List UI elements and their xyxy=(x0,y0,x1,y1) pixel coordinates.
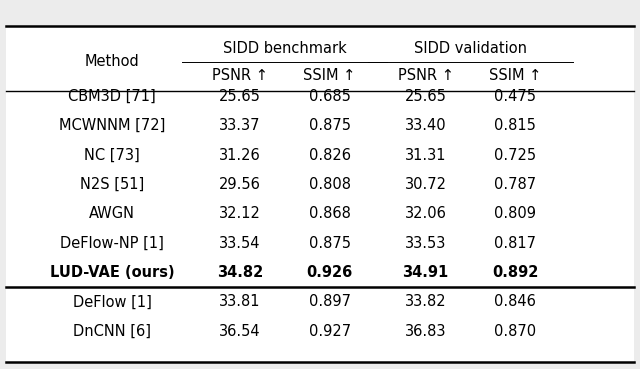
Text: 25.65: 25.65 xyxy=(219,89,261,104)
Text: Method: Method xyxy=(84,54,140,69)
Text: SIDD benchmark: SIDD benchmark xyxy=(223,41,347,56)
Text: 0.826: 0.826 xyxy=(308,148,351,163)
Text: 32.12: 32.12 xyxy=(219,206,261,221)
Text: SSIM ↑: SSIM ↑ xyxy=(489,68,541,83)
Text: LUD-VAE (ours): LUD-VAE (ours) xyxy=(50,265,174,280)
Text: 34.91: 34.91 xyxy=(403,265,449,280)
Text: 34.82: 34.82 xyxy=(217,265,263,280)
Text: SSIM ↑: SSIM ↑ xyxy=(303,68,356,83)
Text: 0.809: 0.809 xyxy=(494,206,536,221)
Text: N2S [51]: N2S [51] xyxy=(80,177,144,192)
Text: 36.54: 36.54 xyxy=(219,324,261,339)
Text: MCWNNM [72]: MCWNNM [72] xyxy=(59,118,165,133)
Text: AWGN: AWGN xyxy=(89,206,135,221)
Text: 0.787: 0.787 xyxy=(494,177,536,192)
Text: PSNR ↑: PSNR ↑ xyxy=(397,68,454,83)
Text: 0.725: 0.725 xyxy=(494,148,536,163)
Text: 31.26: 31.26 xyxy=(219,148,261,163)
Text: 33.82: 33.82 xyxy=(404,294,447,310)
Text: 33.53: 33.53 xyxy=(405,236,446,251)
Text: 0.870: 0.870 xyxy=(494,324,536,339)
Text: 0.815: 0.815 xyxy=(494,118,536,133)
Text: 25.65: 25.65 xyxy=(404,89,447,104)
Text: 33.40: 33.40 xyxy=(404,118,447,133)
Text: 0.875: 0.875 xyxy=(308,118,351,133)
Text: SIDD validation: SIDD validation xyxy=(414,41,527,56)
Text: 0.868: 0.868 xyxy=(308,206,351,221)
Text: 36.83: 36.83 xyxy=(405,324,446,339)
Text: 0.846: 0.846 xyxy=(494,294,536,310)
Text: 0.926: 0.926 xyxy=(307,265,353,280)
Text: 0.475: 0.475 xyxy=(494,89,536,104)
Text: NC [73]: NC [73] xyxy=(84,148,140,163)
Text: DeFlow-NP [1]: DeFlow-NP [1] xyxy=(60,236,164,251)
Text: CBM3D [71]: CBM3D [71] xyxy=(68,89,156,104)
Text: 30.72: 30.72 xyxy=(404,177,447,192)
Text: 31.31: 31.31 xyxy=(405,148,446,163)
Text: 33.54: 33.54 xyxy=(220,236,260,251)
Text: 32.06: 32.06 xyxy=(404,206,447,221)
Text: 29.56: 29.56 xyxy=(219,177,261,192)
Text: 0.927: 0.927 xyxy=(308,324,351,339)
Text: 0.897: 0.897 xyxy=(308,294,351,310)
Text: 0.875: 0.875 xyxy=(308,236,351,251)
Text: DnCNN [6]: DnCNN [6] xyxy=(73,324,151,339)
Text: PSNR ↑: PSNR ↑ xyxy=(212,68,268,83)
Text: 33.81: 33.81 xyxy=(220,294,260,310)
Text: DeFlow [1]: DeFlow [1] xyxy=(72,294,152,310)
Text: 0.808: 0.808 xyxy=(308,177,351,192)
Text: 33.37: 33.37 xyxy=(220,118,260,133)
Text: 0.685: 0.685 xyxy=(308,89,351,104)
Text: 0.817: 0.817 xyxy=(494,236,536,251)
Text: 0.892: 0.892 xyxy=(492,265,538,280)
